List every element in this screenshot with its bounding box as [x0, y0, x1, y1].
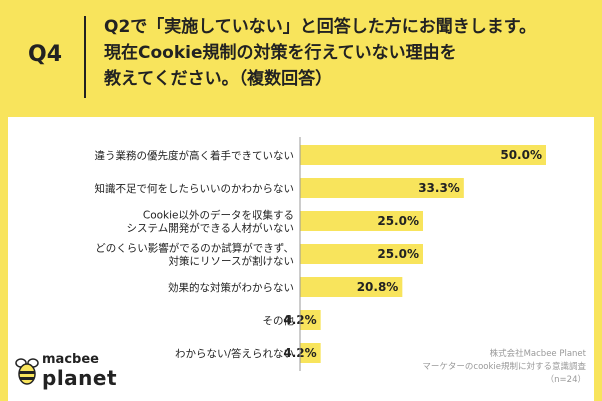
source-note: 株式会社Macbee Planet マーケターのcookie規制に対する意識調査… — [422, 348, 586, 387]
value-label-1: 33.3% — [418, 181, 460, 195]
bar-6 — [300, 343, 321, 363]
question-text: Q2で「実施していない」と回答した方にお聞きします。 現在Cookie規制の対策… — [104, 14, 574, 92]
bar-5 — [300, 310, 321, 330]
bar-2 — [300, 211, 423, 231]
category-label-3-0: どのくらい影響がでるのか試算ができず、 — [95, 242, 294, 255]
value-label-4: 20.8% — [357, 280, 399, 294]
chart-panel: 50.0% 違う業務の優先度が高く着手できていない 33.3% 知識不足で何をしたらい… — [8, 117, 594, 401]
bar-3 — [300, 244, 423, 264]
question-line-1: Q2で「実施していない」と回答した方にお聞きします。 — [104, 17, 537, 37]
category-label-2-1: システム開発ができる人材がいない — [127, 222, 294, 235]
value-label-3: 25.0% — [377, 247, 419, 261]
bar-chart: 50.0% 違う業務の優先度が高く着手できていない 33.3% 知識不足で何をしたらい… — [95, 137, 546, 371]
q-label: Q4 — [28, 42, 63, 67]
bar-1 — [300, 178, 464, 198]
category-label-5: その他 — [263, 314, 295, 327]
bar-4 — [300, 277, 403, 297]
bee-icon — [15, 358, 39, 385]
category-label-6: わからない/答えられない — [175, 347, 294, 360]
source-line-1: 株式会社Macbee Planet — [489, 349, 586, 359]
category-label-0: 違う業務の優先度が高く着手できていない — [95, 149, 295, 162]
logo: macbee planet — [14, 350, 134, 394]
category-label-4: 効果的な対策がわからない — [168, 281, 294, 294]
source-line-2: マーケターのcookie規制に対する意識調査 — [422, 362, 586, 372]
q-divider — [84, 16, 86, 98]
logo-text-bottom: planet — [42, 366, 118, 390]
value-label-0: 50.0% — [500, 148, 542, 162]
value-label-2: 25.0% — [377, 214, 419, 228]
question-line-2: 現在Cookie規制の対策を行えていない理由を — [104, 43, 457, 63]
logo-text-top: macbee — [42, 352, 99, 367]
category-label-1: 知識不足で何をしたらいいのかわからない — [95, 182, 295, 195]
bar-0 — [300, 145, 546, 165]
category-label-2-0: Cookie以外のデータを収集する — [143, 209, 294, 222]
category-label-3-1: 対策にリソースが割けない — [169, 255, 294, 268]
question-line-3: 教えてください。（複数回答） — [104, 69, 333, 89]
source-line-3: （n=24） — [545, 375, 586, 385]
